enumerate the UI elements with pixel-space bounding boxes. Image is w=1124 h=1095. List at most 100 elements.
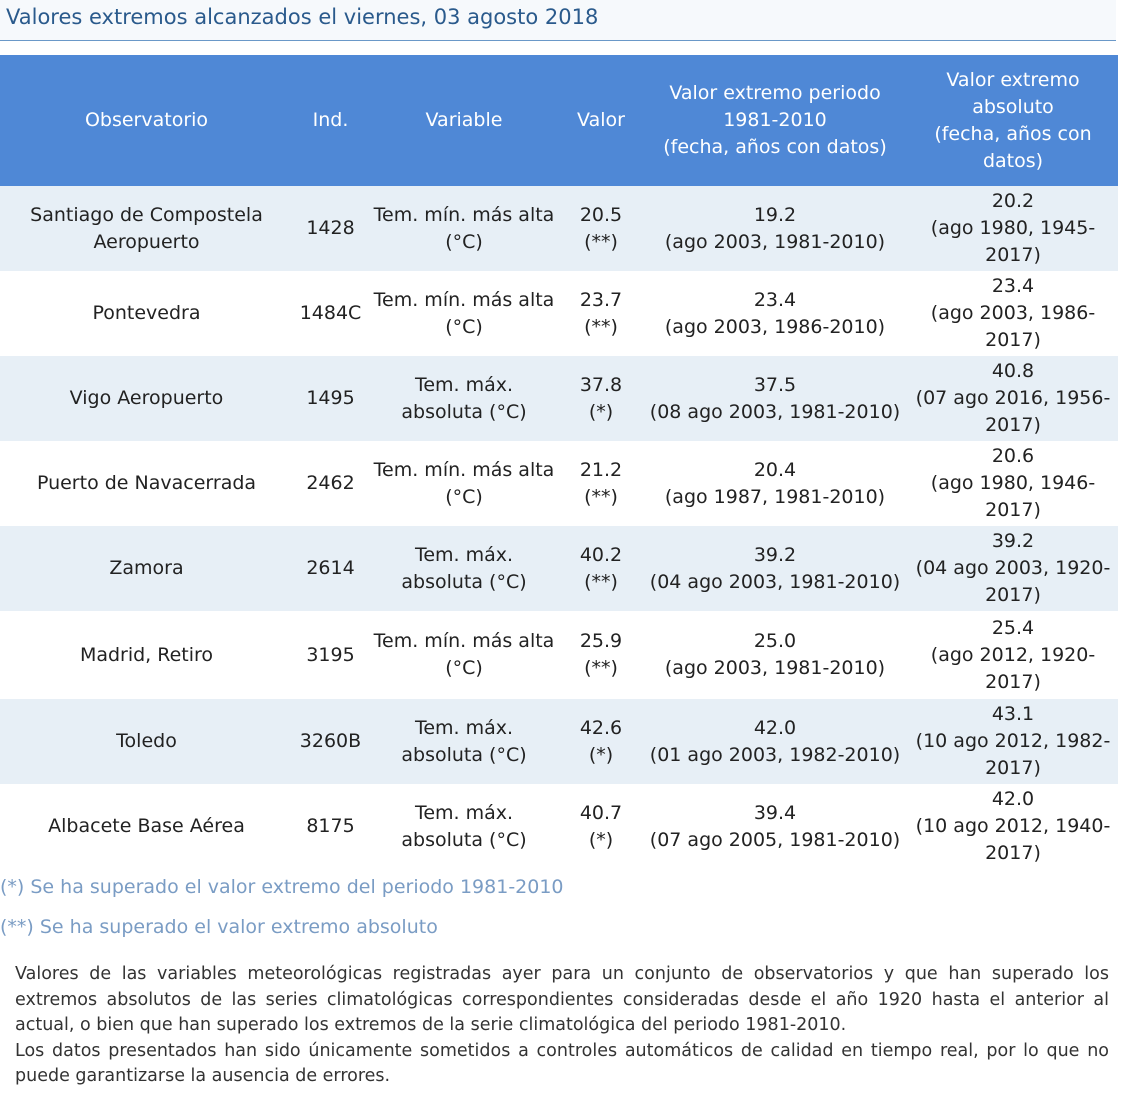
absoluto-value: 42.0	[991, 788, 1035, 810]
periodo-date: (ago 1987, 1981-2010)	[664, 485, 886, 508]
absoluto-date: (ago 1980, 1946-	[930, 472, 1096, 494]
periodo-value: 39.2	[753, 543, 797, 566]
footnote-double-asterisk: (**) Se ha superado el valor extremo abs…	[0, 916, 438, 938]
absoluto-date: (07 ago 2016, 1956-	[915, 387, 1111, 409]
variable-line1: Tem. mín. más alta	[373, 288, 555, 311]
observatorio-name: Albacete Base Aérea	[48, 815, 245, 837]
absoluto-date: (ago 2003, 1986-	[930, 302, 1096, 324]
periodo-date: (08 ago 2003, 1981-2010)	[649, 400, 901, 423]
cell-absoluto: 23.4 (ago 2003, 1986- 2017)	[908, 271, 1118, 356]
cell-ind: 1484C	[299, 302, 362, 324]
variable-line2: (°C)	[445, 657, 483, 679]
observatorio-name: Puerto de Navacerrada	[36, 472, 257, 494]
valor-mark: (**)	[584, 570, 618, 593]
valor-value: 20.5	[579, 203, 623, 226]
page-title: Valores extremos alcanzados el viernes, …	[6, 5, 599, 29]
valor-value: 37.8	[579, 373, 623, 396]
header-periodo-line1: Valor extremo periodo	[669, 82, 881, 104]
cell-periodo: 19.2 (ago 2003, 1981-2010)	[642, 186, 908, 271]
cell-variable: Tem. mín. más alta (°C)	[368, 271, 560, 356]
cell-periodo: 25.0 (ago 2003, 1981-2010)	[642, 611, 908, 699]
cell-ind: 3195	[306, 643, 355, 666]
observatorio-name: Vigo Aeropuerto	[69, 387, 224, 409]
cell-observatorio: Zamora	[0, 526, 293, 611]
absoluto-date: (04 ago 2003, 1920-	[915, 557, 1111, 579]
cell-valor: 25.9 (**)	[560, 611, 642, 699]
valor-mark: (**)	[584, 485, 618, 508]
observatorio-name: Madrid, Retiro	[79, 643, 214, 666]
observatorio-line1: Santiago de Compostela	[30, 203, 263, 226]
cell-absoluto: 42.0 (10 ago 2012, 1940- 2017)	[908, 784, 1118, 869]
absoluto-date: (10 ago 2012, 1982-	[915, 730, 1111, 752]
table-row: Santiago de Compostela Aeropuerto 1428 Tem.…	[0, 186, 1118, 271]
periodo-date: (ago 2003, 1981-2010)	[664, 230, 886, 253]
cell-ind: 1428	[306, 217, 355, 239]
cell-periodo: 23.4 (ago 2003, 1986-2010)	[642, 271, 908, 356]
variable-line2: (°C)	[445, 485, 483, 508]
cell-ind: 8175	[306, 815, 355, 837]
header-periodo: Valor extremo periodo 1981-2010 (fecha, …	[642, 55, 908, 186]
observatorio-line2: Aeropuerto	[93, 230, 200, 253]
footnote-single-asterisk: (*) Se ha superado el valor extremo del …	[0, 876, 564, 898]
variable-line2: (°C)	[445, 230, 483, 253]
absoluto-value: 43.1	[991, 703, 1035, 725]
cell-valor: 42.6 (*)	[560, 699, 642, 784]
header-variable: Variable	[425, 109, 503, 131]
valor-mark: (*)	[588, 828, 614, 851]
variable-line2: absoluta (°C)	[401, 570, 527, 593]
cell-absoluto: 40.8 (07 ago 2016, 1956- 2017)	[908, 356, 1118, 441]
periodo-date: (01 ago 2003, 1982-2010)	[649, 743, 901, 766]
valor-value: 25.9	[579, 630, 623, 652]
cell-periodo: 37.5 (08 ago 2003, 1981-2010)	[642, 356, 908, 441]
cell-observatorio: Vigo Aeropuerto	[0, 356, 293, 441]
cell-ind: 2462	[306, 472, 355, 494]
periodo-date: (04 ago 2003, 1981-2010)	[649, 570, 901, 593]
periodo-date: (ago 2003, 1986-2010)	[664, 315, 886, 338]
variable-line2: (°C)	[445, 315, 483, 338]
observatorio-name: Toledo	[116, 730, 177, 752]
header-periodo-line3: (fecha, años con datos)	[663, 136, 887, 158]
cell-absoluto: 20.2 (ago 1980, 1945- 2017)	[908, 186, 1118, 271]
valor-mark: (**)	[584, 657, 618, 679]
cell-observatorio: Pontevedra	[0, 271, 293, 356]
periodo-value: 39.4	[753, 801, 797, 824]
table-row: Toledo 3260B Tem. máx. absoluta (°C) 42.6 (*)…	[0, 699, 1118, 784]
periodo-date: (07 ago 2005, 1981-2010)	[649, 828, 901, 851]
table-row: Madrid, Retiro 3195 Tem. mín. más alta (°C)…	[0, 611, 1118, 699]
variable-line1: Tem. máx.	[414, 373, 514, 396]
periodo-value: 19.2	[753, 203, 797, 226]
valor-value: 21.2	[579, 458, 623, 481]
header-observatorio: Observatorio	[84, 109, 209, 131]
periodo-value: 42.0	[753, 716, 797, 739]
absoluto-date: (10 ago 2012, 1940-	[915, 815, 1111, 837]
cell-observatorio: Puerto de Navacerrada	[0, 441, 293, 526]
cell-ind: 3260B	[299, 730, 362, 752]
cell-variable: Tem. máx. absoluta (°C)	[368, 356, 560, 441]
cell-absoluto: 25.4 (ago 2012, 1920- 2017)	[908, 611, 1118, 699]
absoluto-value: 20.6	[991, 445, 1035, 467]
cell-valor: 21.2 (**)	[560, 441, 642, 526]
valor-mark: (**)	[584, 230, 618, 253]
valor-value: 40.2	[579, 543, 623, 566]
cell-observatorio: Madrid, Retiro	[0, 611, 293, 699]
header-valor: Valor	[577, 109, 625, 131]
cell-periodo: 39.4 (07 ago 2005, 1981-2010)	[642, 784, 908, 869]
description-paragraph-2: Los datos presentados han sido únicament…	[15, 1040, 1109, 1087]
cell-variable: Tem. mín. más alta (°C)	[368, 441, 560, 526]
absoluto-date: (ago 2012, 1920-	[930, 643, 1096, 666]
cell-variable: Tem. máx. absoluta (°C)	[368, 784, 560, 869]
table-row: Albacete Base Aérea 8175 Tem. máx. absoluta…	[0, 784, 1118, 869]
variable-line2: absoluta (°C)	[401, 743, 527, 766]
cell-variable: Tem. máx. absoluta (°C)	[368, 526, 560, 611]
cell-periodo: 39.2 (04 ago 2003, 1981-2010)	[642, 526, 908, 611]
header-absoluto-line1: Valor extremo	[946, 68, 1080, 91]
table-row: Puerto de Navacerrada 2462 Tem. mín. más a…	[0, 441, 1118, 526]
observatorio-name: Zamora	[109, 557, 184, 579]
absoluto-date-end: 2017)	[985, 670, 1041, 693]
valor-mark: (*)	[588, 743, 614, 766]
header-ind: Ind.	[312, 109, 349, 131]
header-periodo-line2: 1981-2010	[723, 109, 827, 131]
valor-mark: (**)	[584, 315, 618, 338]
absoluto-value: 20.2	[991, 190, 1035, 212]
header-absoluto-line2: absoluto	[972, 95, 1054, 118]
